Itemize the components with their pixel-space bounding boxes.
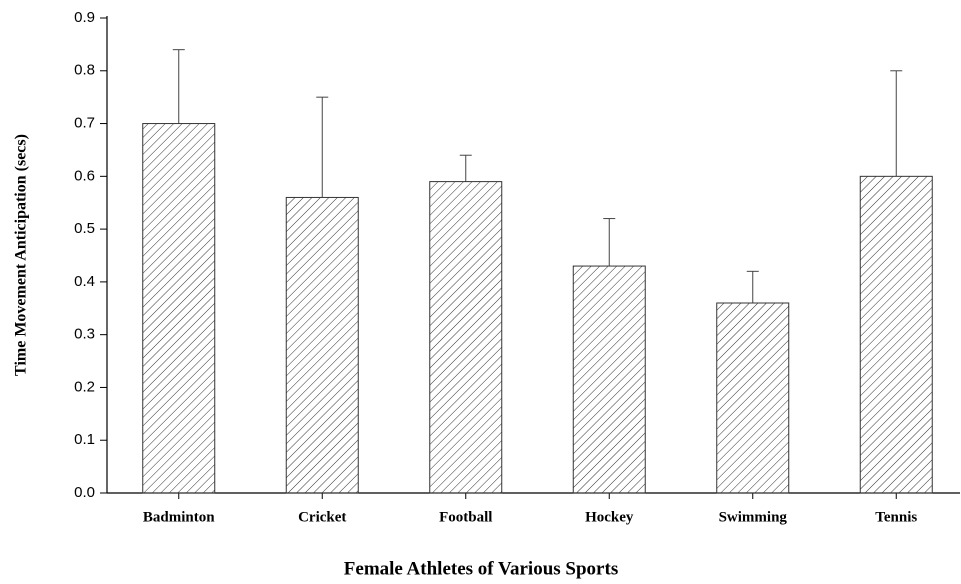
x-tick-label: Hockey xyxy=(585,509,634,525)
y-tick-label: 0.6 xyxy=(74,167,95,184)
x-tick-label: Football xyxy=(439,509,492,525)
y-tick-label: 0.7 xyxy=(74,115,95,132)
x-tick-label: Swimming xyxy=(719,509,788,525)
y-tick-label: 0.5 xyxy=(74,220,95,237)
x-tick-label: Badminton xyxy=(143,509,215,525)
y-tick-label: 0.4 xyxy=(74,273,95,290)
bar xyxy=(572,265,646,494)
y-tick-label: 0.9 xyxy=(74,9,95,26)
bar xyxy=(142,123,216,494)
y-tick-label: 0.8 xyxy=(74,62,95,79)
bar xyxy=(285,196,359,494)
bar xyxy=(429,181,503,494)
x-axis-label: Female Athletes of Various Sports xyxy=(344,558,618,579)
bar xyxy=(859,175,933,494)
y-tick-label: 0.3 xyxy=(74,326,95,343)
y-axis-label: Time Movement Anticipation (secs) xyxy=(13,134,30,376)
x-tick-label: Cricket xyxy=(298,509,346,525)
bar xyxy=(716,302,790,494)
x-tick-label: Tennis xyxy=(875,509,917,525)
y-tick-label: 0.1 xyxy=(74,431,95,448)
y-tick-label: 0.2 xyxy=(74,378,95,395)
y-tick-label: 0.0 xyxy=(74,484,95,501)
